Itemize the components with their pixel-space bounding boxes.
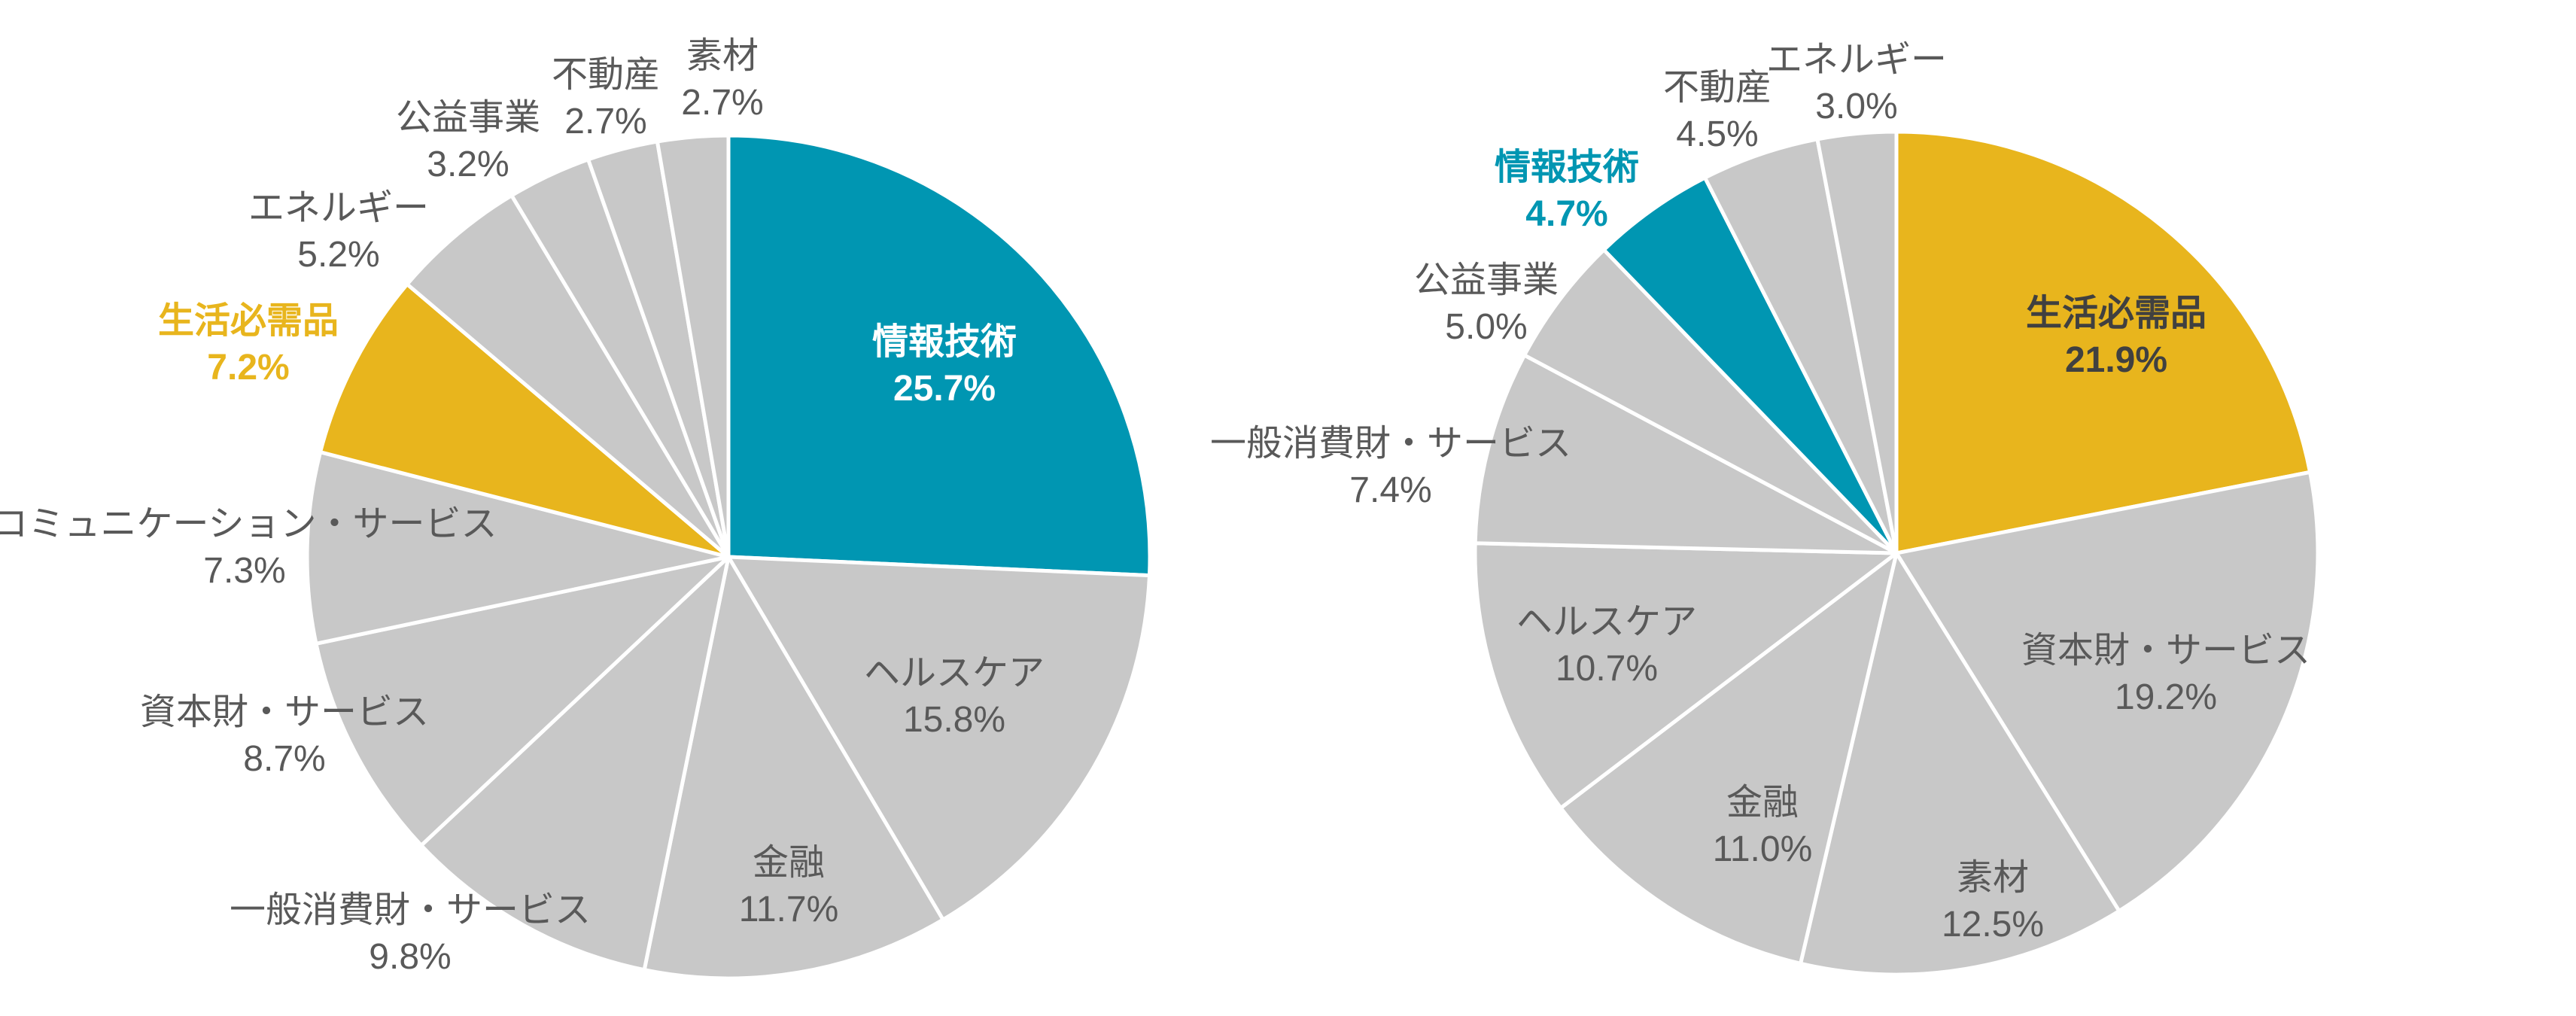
pie-slice <box>1473 353 1899 555</box>
slice-percent: 15.8% <box>903 700 1005 740</box>
pie-slice-label: 一般消費財・サービス 9.8% <box>230 890 591 977</box>
slice-name: 素材 <box>1957 858 2029 898</box>
slice-percent: 7.2% <box>207 348 289 388</box>
pie-slice-label: 生活必需品 21.9% <box>2026 294 2206 380</box>
pie-slice <box>305 450 731 646</box>
slice-name: 素材 <box>686 36 759 76</box>
slice-name: 金融 <box>753 843 825 883</box>
slice-percent: 19.2% <box>2115 677 2217 717</box>
pie-slice <box>419 555 731 972</box>
pie-slice <box>1894 470 2320 913</box>
slice-percent: 25.7% <box>893 369 996 409</box>
slice-name: 生活必需品 <box>158 301 339 341</box>
pie-slice <box>405 193 731 559</box>
pie-chart-1: 情報技術 25.7% ヘルスケア 15.8% 金融 11.7% 一般消費財・サービス 9.8%… <box>0 36 1152 981</box>
slice-percent: 8.7% <box>243 739 325 779</box>
slice-percent: 5.0% <box>1445 307 1527 347</box>
pie-slice-label: コミュニケーション・サービス 7.3% <box>0 504 497 591</box>
slice-percent: 4.5% <box>1676 114 1758 154</box>
pie-slice-label: 金融 11.0% <box>1713 783 1813 869</box>
slice-name: 情報技術 <box>872 322 1017 362</box>
pie-slice-label: エネルギー 3.0% <box>1766 40 1947 126</box>
pie-slice-label: 公益事業 3.2% <box>396 98 540 184</box>
slice-name: 不動産 <box>1663 68 1772 108</box>
pie-slice <box>1559 551 1899 966</box>
slice-percent: 2.7% <box>681 83 763 123</box>
pie-slice <box>655 133 731 559</box>
pie-slice <box>1522 248 1899 555</box>
slice-percent: 4.7% <box>1525 194 1607 234</box>
slice-percent: 21.9% <box>2065 340 2167 380</box>
slice-name: 公益事業 <box>1414 260 1559 300</box>
slice-percent: 11.7% <box>739 890 839 929</box>
pie-slice-label: 素材 2.7% <box>681 36 763 123</box>
slice-name: 金融 <box>1726 783 1799 823</box>
slice-name: 生活必需品 <box>2026 294 2206 333</box>
pie-chart-2: 生活必需品 21.9% 資本財・サービス 19.2% 素材 12.5% 金融 11.0% ヘルス… <box>1210 40 2320 977</box>
slice-name: 不動産 <box>552 55 660 95</box>
pie-slice-label: 生活必需品 7.2% <box>158 301 339 388</box>
slice-name: 資本財・サービス <box>2021 631 2310 671</box>
pie-slice <box>314 555 731 847</box>
slice-percent: 7.3% <box>203 551 285 591</box>
slice-name: 公益事業 <box>396 98 540 138</box>
pie-slice-label: 金融 11.7% <box>739 843 839 929</box>
pie-slice <box>1815 129 1899 555</box>
pie-slice-label: 公益事業 5.0% <box>1414 260 1559 347</box>
slice-name: ヘルスケア <box>1516 602 1697 642</box>
slice-name: 一般消費財・サービス <box>230 890 591 930</box>
slice-name: 一般消費財・サービス <box>1210 424 1571 464</box>
pie-slice-label: 素材 12.5% <box>1942 858 2044 945</box>
slice-percent: 2.7% <box>564 102 646 141</box>
pie-slice-label: 不動産 2.7% <box>552 55 660 141</box>
slice-percent: 3.2% <box>427 144 509 184</box>
slice-percent: 5.2% <box>297 235 379 275</box>
slice-name: 資本財・サービス <box>140 692 429 732</box>
pie-slice-label: エネルギー 5.2% <box>248 188 429 275</box>
slice-percent: 10.7% <box>1556 649 1658 689</box>
slice-percent: 7.4% <box>1349 470 1431 510</box>
pie-slice <box>1894 129 2313 555</box>
pie-slice-label: 情報技術 25.7% <box>872 322 1017 409</box>
pie-slice <box>1601 175 1899 555</box>
pie-slice <box>642 555 945 981</box>
pie-slice <box>318 282 731 559</box>
slice-name: コミュニケーション・サービス <box>0 504 497 544</box>
pie-slice-label: 資本財・サービス 8.7% <box>140 692 429 779</box>
pie-slice-label: ヘルスケア 15.8% <box>864 653 1045 740</box>
slice-percent: 11.0% <box>1713 829 1813 869</box>
slice-name: 情報技術 <box>1495 148 1639 187</box>
slice-percent: 9.8% <box>369 937 451 977</box>
pie-slice-label: 不動産 4.5% <box>1663 68 1772 154</box>
pie-slice <box>726 133 1152 578</box>
pie-slice <box>1703 137 1899 555</box>
pie-slice <box>1473 541 1899 811</box>
slice-percent: 3.0% <box>1815 87 1897 126</box>
pie-slice <box>726 555 1151 922</box>
slice-name: エネルギー <box>248 188 429 228</box>
pie-slice-label: 情報技術 4.7% <box>1495 148 1639 234</box>
pie-slice-label: 一般消費財・サービス 7.4% <box>1210 424 1571 510</box>
slice-name: エネルギー <box>1766 40 1947 80</box>
pie-slice-label: 資本財・サービス 19.2% <box>2021 631 2310 717</box>
slice-percent: 12.5% <box>1942 905 2044 945</box>
pie-slice-label: ヘルスケア 10.7% <box>1516 602 1697 689</box>
slice-name: ヘルスケア <box>864 653 1045 693</box>
pie-slice <box>1799 551 2121 977</box>
